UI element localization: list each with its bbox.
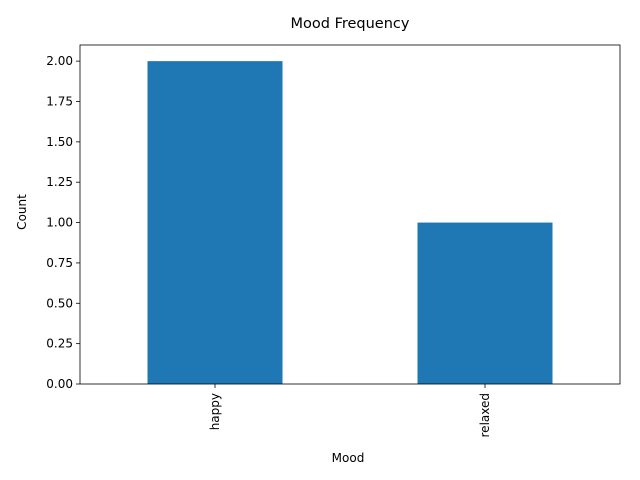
- bars-layer: [147, 61, 553, 385]
- y-axis-label: Count: [15, 194, 29, 230]
- chart-title: Mood Frequency: [291, 16, 410, 32]
- bar-happy: [147, 61, 283, 385]
- y-tick-label: 0.75: [46, 256, 73, 270]
- x-tick-label: relaxed: [478, 393, 492, 437]
- y-tick-label: 1.75: [46, 95, 73, 109]
- axes-layer: 0.00 0.25 0.50 0.75 1.00 1.25 1.50 1.75 2.00 happ…: [46, 44, 621, 437]
- x-tick-label: happy: [208, 393, 222, 430]
- y-tick-label: 0.50: [46, 296, 73, 310]
- y-tick-label: 1.50: [46, 135, 73, 149]
- y-tick-label: 1.25: [46, 175, 73, 189]
- x-axis-label: Mood: [332, 451, 365, 465]
- y-tick-label: 0.25: [46, 337, 73, 351]
- y-tick-label: 0.00: [46, 377, 73, 391]
- y-tick-label: 1.00: [46, 216, 73, 230]
- bar-relaxed: [417, 222, 553, 384]
- y-tick-label: 2.00: [46, 54, 73, 68]
- plot-frame: [79, 44, 621, 385]
